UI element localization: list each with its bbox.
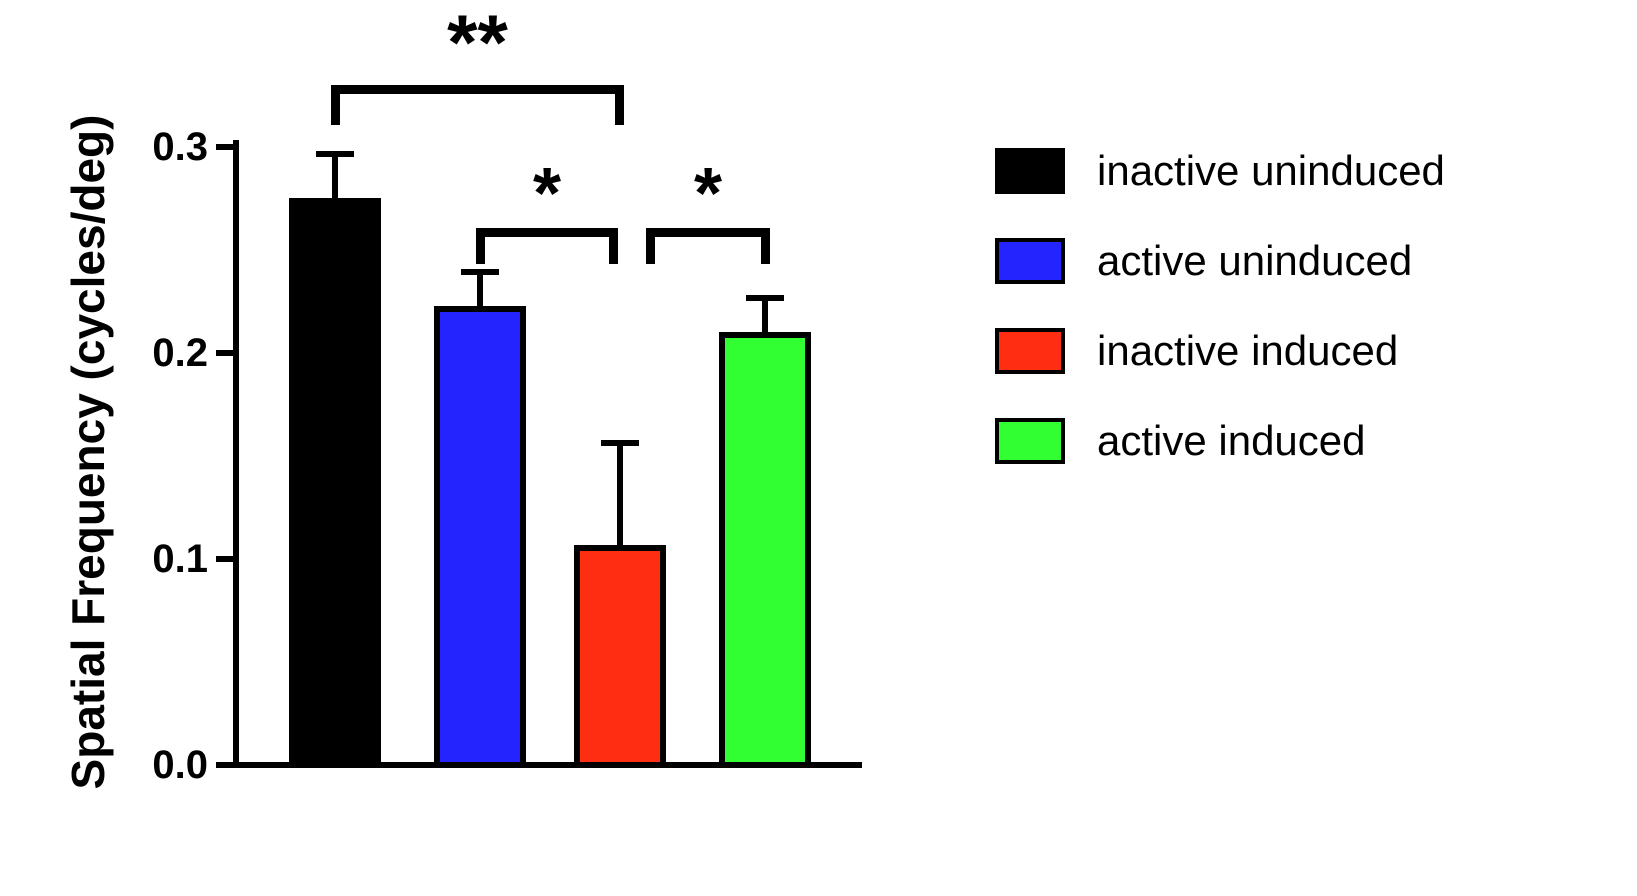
bar-inactive-uninduced — [289, 198, 381, 768]
error-bar-cap-active-uninduced — [461, 269, 499, 275]
sig-label-2: * — [532, 154, 562, 234]
y-tick — [216, 762, 235, 768]
y-axis — [233, 140, 239, 768]
sig-bracket-1 — [331, 85, 624, 125]
error-bar-cap-active-induced — [746, 295, 784, 301]
error-bar-line-active-induced — [762, 297, 768, 338]
legend-swatch-active-induced — [995, 418, 1065, 464]
sig-label-1: ** — [447, 0, 508, 86]
error-bar-line-active-uninduced — [477, 271, 483, 312]
legend-swatch-inactive-induced — [995, 328, 1065, 374]
legend-item-active-uninduced: active uninduced — [995, 238, 1445, 284]
sig-bracket-2 — [476, 228, 618, 264]
legend-swatch-active-uninduced — [995, 238, 1065, 284]
bar-active-induced — [719, 332, 811, 768]
legend-label-active-uninduced: active uninduced — [1097, 237, 1413, 284]
legend-item-inactive-uninduced: inactive uninduced — [995, 148, 1445, 194]
bar-active-uninduced — [434, 306, 526, 768]
sig-bracket-3 — [646, 228, 770, 264]
legend-label-inactive-induced: inactive induced — [1097, 327, 1399, 374]
error-bar-cap-inactive-induced — [601, 440, 639, 446]
bar-inactive-induced — [574, 545, 666, 768]
y-tick — [216, 144, 235, 150]
y-tick-label: 0.3 — [152, 125, 208, 169]
y-tick-label: 0.2 — [152, 331, 208, 375]
y-tick-label: 0.0 — [152, 743, 208, 787]
legend: inactive uninduced active uninduced inac… — [995, 148, 1445, 464]
y-tick — [216, 350, 235, 356]
error-bar-cap-inactive-uninduced — [316, 151, 354, 157]
legend-label-inactive-uninduced: inactive uninduced — [1097, 147, 1445, 194]
legend-swatch-inactive-uninduced — [995, 148, 1065, 194]
error-bar-line-inactive-induced — [617, 442, 623, 551]
y-tick — [216, 556, 235, 562]
legend-label-active-induced: active induced — [1097, 417, 1366, 464]
y-axis-title: Spatial Frequency (cycles/deg) — [62, 114, 114, 790]
sig-label-3: * — [693, 154, 723, 234]
legend-item-inactive-induced: inactive induced — [995, 328, 1445, 374]
x-axis — [233, 762, 862, 768]
y-tick-label: 0.1 — [152, 537, 208, 581]
error-bar-line-inactive-uninduced — [332, 153, 338, 204]
legend-item-active-induced: active induced — [995, 418, 1445, 464]
